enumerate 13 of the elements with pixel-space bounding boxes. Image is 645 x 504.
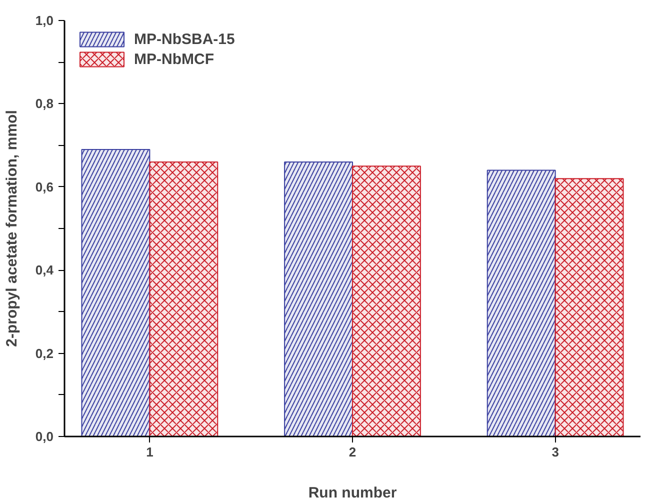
y-tick-label: 1,0 [35, 13, 54, 28]
y-tick-label: 0,4 [35, 262, 54, 278]
y-axis-title: 2-propyl acetate formation, mmol [3, 110, 20, 347]
legend-label: MP-NbSBA-15 [134, 30, 235, 48]
legend-label: MP-NbMCF [134, 50, 214, 68]
y-tick-label: 0,8 [35, 96, 54, 112]
x-tick-label: 1 [146, 444, 154, 460]
y-tick-label: 0,6 [35, 179, 54, 194]
x-axis-title: Run number [308, 484, 397, 502]
y-tick-label: 0,2 [35, 346, 54, 361]
y-tick-label: 0,0 [35, 429, 54, 444]
x-tick-label: 2 [348, 444, 356, 460]
x-tick-label: 3 [552, 444, 559, 460]
